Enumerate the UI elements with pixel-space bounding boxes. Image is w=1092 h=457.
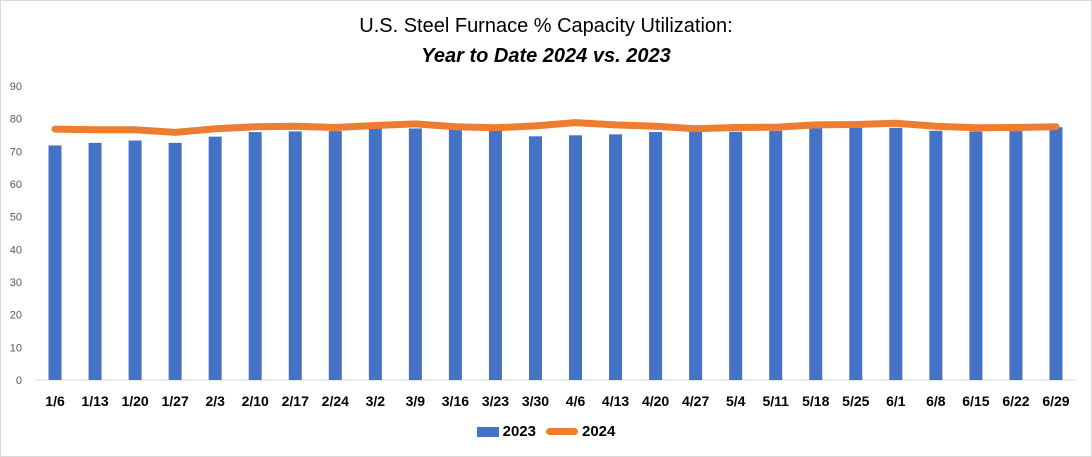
y-tick-label: 60 [10,179,22,191]
x-tick-label: 3/2 [366,393,386,409]
x-tick-label: 2/17 [282,393,309,409]
x-tick-label: 5/11 [762,393,789,409]
x-tick-label: 1/20 [121,393,148,409]
legend-swatch-line [546,428,578,435]
legend-swatch-bar [476,426,499,437]
x-tick-label: 3/9 [406,393,426,409]
y-tick-label: 80 [10,114,22,126]
x-tick-label: 4/13 [602,393,629,409]
y-tick-label: 10 [10,342,22,354]
x-tick-label: 6/8 [926,393,946,409]
bar-2023 [208,136,222,380]
bar-2023 [569,135,583,380]
bar-2023 [528,136,542,380]
x-tick-label: 3/16 [442,393,469,409]
bar-2023 [288,131,302,380]
y-tick-label: 50 [10,212,22,224]
bar-2023 [448,129,462,380]
bar-2023 [649,132,663,380]
y-tick-label: 20 [10,310,22,322]
legend: 2023 2024 [1,423,1091,440]
y-tick-label: 40 [10,244,22,256]
x-tick-label: 3/30 [522,393,549,409]
y-tick-label: 0 [16,375,22,387]
bar-2023 [328,131,342,380]
x-tick-label: 4/6 [566,393,586,409]
chart-subtitle: Year to Date 2024 vs. 2023 [421,45,671,67]
bar-2023 [1049,127,1063,380]
y-tick-label: 70 [10,146,22,158]
bar-2023 [769,130,783,380]
x-tick-label: 3/23 [482,393,509,409]
x-tick-label: 4/20 [642,393,669,409]
line-2024 [51,119,1060,136]
bar-2023 [168,142,182,380]
x-tick-label: 6/29 [1042,393,1069,409]
bar-2023 [849,127,863,381]
legend-label-2023: 2023 [502,423,536,440]
x-tick-label: 5/4 [726,393,746,409]
bar-2023 [969,131,983,380]
x-tick-label: 5/18 [802,393,829,409]
x-tick-label: 1/13 [81,393,108,409]
bar-2023 [729,131,743,380]
bar-2023 [88,142,102,380]
bar-2023 [408,128,422,380]
bar-2023 [1009,131,1023,380]
bar-2023 [929,130,943,380]
legend-item-2024: 2024 [546,423,615,440]
x-tick-label: 1/27 [162,393,189,409]
x-tick-label: 2/24 [322,393,349,409]
x-tick-label: 6/22 [1002,393,1029,409]
legend-label-2024: 2024 [582,423,616,440]
bar-2023 [488,129,502,380]
bar-2023 [248,132,262,380]
bar-2023 [689,131,703,380]
bar-2023 [48,145,62,380]
bar-2023 [128,140,142,380]
y-tick-label: 90 [10,81,22,93]
bar-2023 [609,134,623,380]
x-tick-label: 6/15 [962,393,989,409]
bar-2023 [809,128,823,380]
x-tick-label: 5/25 [842,393,869,409]
y-tick-label: 30 [10,277,22,289]
bar-2023 [368,124,382,380]
chart-title: U.S. Steel Furnace % Capacity Utilizatio… [359,15,733,37]
bar-2023 [889,127,903,381]
x-tick-label: 6/1 [886,393,906,409]
x-tick-label: 2/3 [205,393,225,409]
x-tick-label: 4/27 [682,393,709,409]
x-tick-label: 2/10 [242,393,269,409]
legend-item-2023: 2023 [476,423,536,440]
x-tick-label: 1/6 [45,393,65,409]
